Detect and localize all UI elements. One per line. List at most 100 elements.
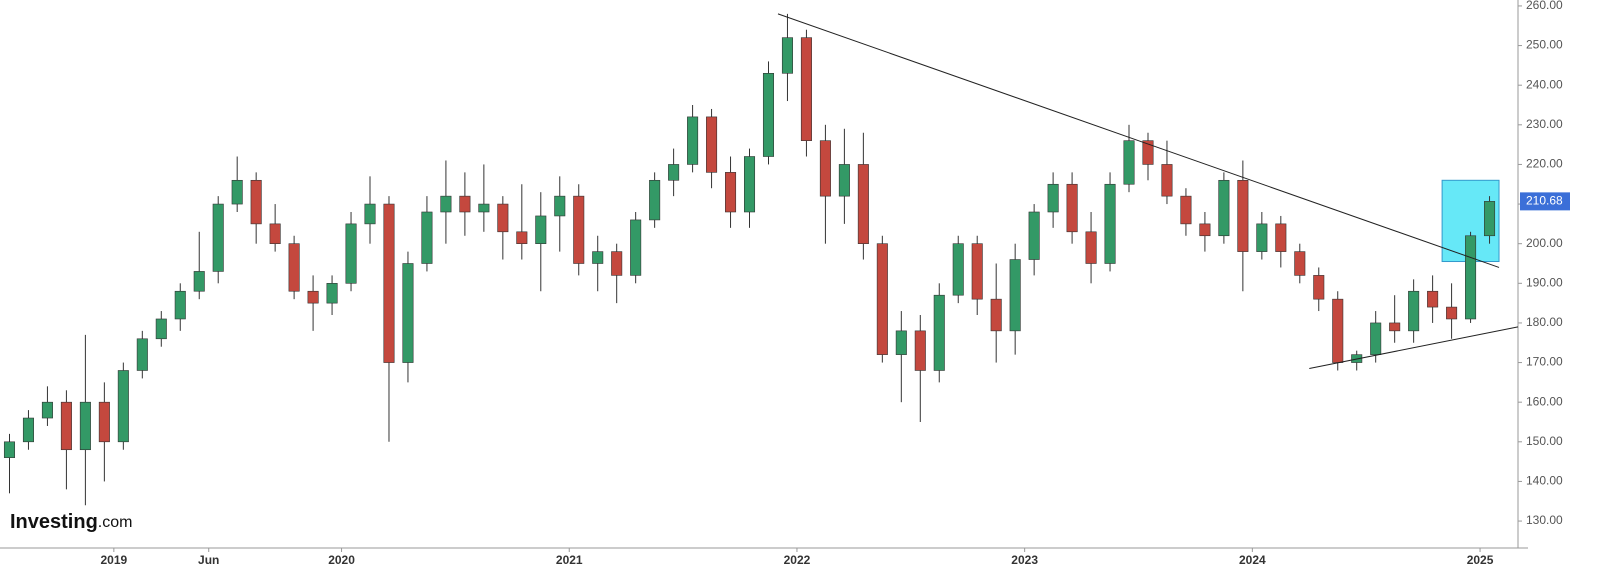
candle-body	[60, 401, 72, 451]
trendline	[1309, 326, 1519, 369]
candle-body	[22, 417, 34, 443]
candle-body	[1085, 231, 1097, 264]
candle-body	[1408, 290, 1420, 332]
candle-body	[838, 164, 850, 197]
candle-body	[592, 251, 604, 264]
candle-body	[193, 271, 205, 292]
candle-body	[990, 298, 1002, 332]
candle-body	[554, 195, 566, 217]
candle-body	[725, 172, 737, 213]
candle-body	[497, 203, 509, 233]
candle-body	[573, 195, 585, 264]
candle-body	[1370, 322, 1382, 355]
candle-body	[1484, 201, 1496, 237]
candle-body	[1313, 275, 1325, 300]
x-tick-label: 2024	[1239, 553, 1266, 567]
last-price-box	[1520, 192, 1570, 211]
y-tick-label: 150.00	[1526, 434, 1563, 448]
x-tick-label: Jun	[198, 553, 219, 567]
candle-body	[1465, 235, 1477, 320]
y-tick-label: 160.00	[1526, 394, 1563, 408]
candle-body	[1104, 183, 1116, 264]
candle-body	[3, 441, 16, 458]
y-tick-label: 260.00	[1526, 0, 1563, 12]
y-tick-label: 200.00	[1526, 236, 1563, 250]
x-tick-label: 2022	[784, 553, 811, 567]
y-tick-label: 190.00	[1526, 275, 1563, 289]
candle-body	[668, 164, 680, 181]
y-tick-label: 130.00	[1526, 513, 1563, 527]
x-tick-label: 2023	[1011, 553, 1038, 567]
candle-body	[383, 203, 395, 363]
logo-name: Investing	[10, 511, 98, 533]
trendline	[777, 13, 1500, 268]
candle-body	[649, 179, 661, 221]
candle-body	[79, 401, 91, 451]
candle-body	[1218, 179, 1230, 237]
x-tick-label: 2025	[1467, 553, 1494, 567]
candle-body	[364, 203, 376, 225]
candle-body	[478, 203, 490, 213]
candle-body	[250, 179, 262, 225]
candle-body	[1389, 322, 1401, 332]
candle-body	[687, 116, 699, 165]
candle-body	[326, 283, 338, 304]
candle-body	[98, 401, 110, 443]
candle-body	[41, 401, 53, 419]
candle-body	[914, 330, 926, 371]
candle-body	[1009, 259, 1021, 332]
candle-body	[1199, 223, 1211, 237]
candle-body	[288, 243, 300, 292]
candle-body	[1256, 223, 1268, 252]
candle-body	[307, 290, 319, 304]
candle-body	[933, 294, 945, 371]
y-tick-label: 230.00	[1526, 117, 1563, 131]
candle-body	[212, 203, 224, 272]
candle-body	[762, 73, 775, 157]
candle-body	[611, 251, 623, 276]
candle-body	[895, 330, 907, 355]
candle-body	[117, 370, 129, 443]
y-tick-label: 170.00	[1526, 355, 1563, 369]
candle-body	[155, 318, 167, 340]
candle-body	[1142, 140, 1154, 165]
logo: Investing.com	[10, 511, 132, 533]
y-tick-label: 180.00	[1526, 315, 1563, 329]
candle-body	[1294, 251, 1306, 276]
candle-body	[706, 116, 718, 173]
x-tick-label: 2021	[556, 553, 583, 567]
candle-body	[857, 164, 869, 244]
candle-body	[1446, 306, 1458, 320]
candle-body	[971, 243, 983, 300]
candle-body	[1123, 140, 1135, 185]
candle-body	[876, 243, 888, 355]
candle-body	[269, 223, 281, 244]
candle-body	[516, 231, 528, 244]
candle-body	[1161, 164, 1173, 197]
candle-body	[1047, 183, 1059, 213]
y-tick-label: 140.00	[1526, 474, 1563, 488]
candle-body	[819, 140, 831, 197]
candle-body	[800, 37, 812, 141]
candle-body	[1180, 195, 1192, 225]
candle-body	[174, 290, 186, 320]
y-tick-label: 240.00	[1526, 77, 1563, 91]
candle-body	[535, 215, 547, 244]
candle-body	[402, 263, 414, 363]
candle-body	[440, 195, 452, 213]
logo-suffix: .com	[98, 514, 133, 531]
x-tick-label: 2019	[100, 553, 127, 567]
candle-body	[743, 156, 756, 213]
candle-body	[459, 195, 471, 213]
last-price-label: 210.68	[1526, 194, 1563, 208]
candle-body	[1237, 179, 1249, 252]
candle-body	[421, 211, 433, 264]
candle-body	[1028, 211, 1040, 260]
candle-body	[630, 219, 642, 276]
candle-body	[1332, 298, 1344, 363]
candle-body	[1066, 183, 1078, 233]
candle-body	[952, 243, 964, 296]
y-tick-label: 250.00	[1526, 38, 1563, 52]
candle-body	[1275, 223, 1287, 252]
